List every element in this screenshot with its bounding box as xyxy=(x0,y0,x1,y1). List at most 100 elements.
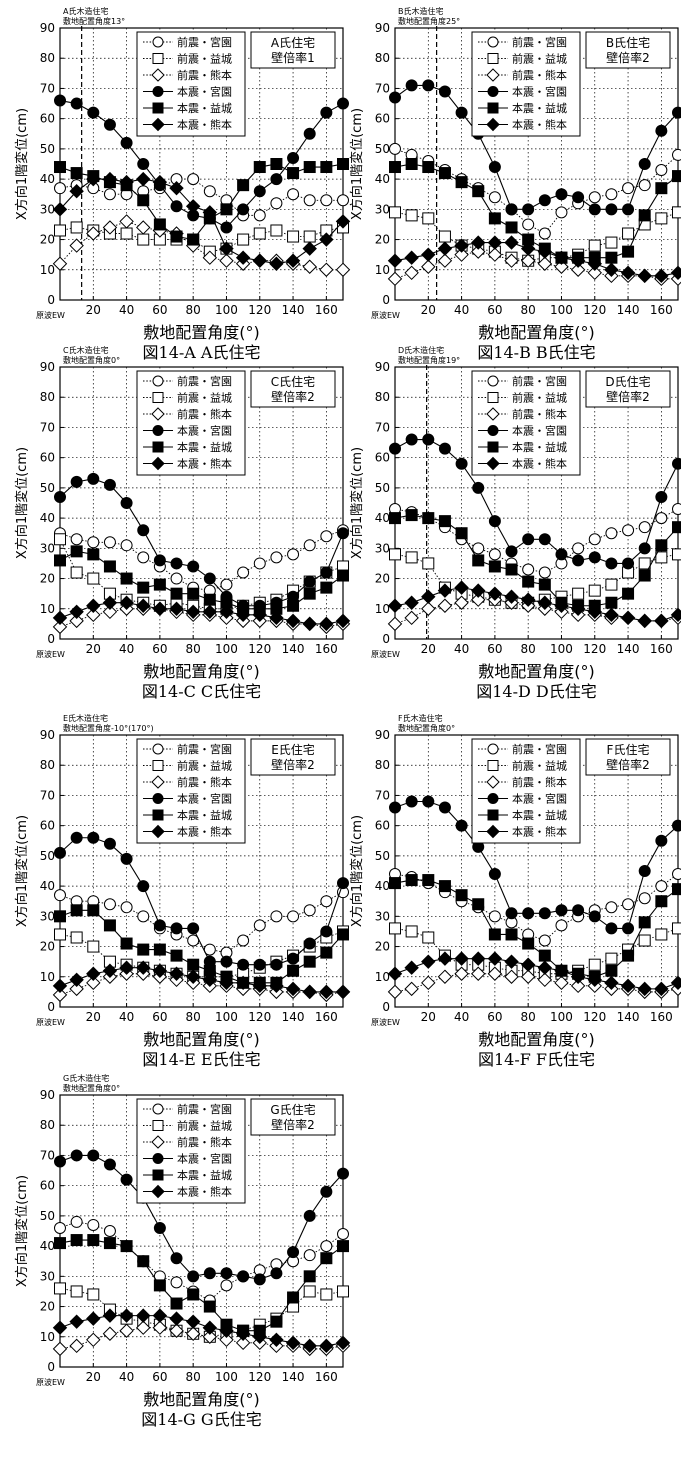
data-point xyxy=(137,943,150,956)
data-point xyxy=(169,180,184,196)
legend-label: 前震・益城 xyxy=(512,391,567,405)
series-1 xyxy=(54,524,349,597)
data-point xyxy=(387,966,403,981)
x-tick-label: 120 xyxy=(583,1010,606,1024)
series-line xyxy=(59,602,344,625)
data-point xyxy=(405,874,418,887)
data-point xyxy=(253,557,266,570)
x-tick-label: 160 xyxy=(650,1010,673,1024)
data-point xyxy=(303,127,316,140)
data-point xyxy=(287,964,300,977)
data-point xyxy=(219,253,234,268)
data-point xyxy=(337,928,349,941)
data-point xyxy=(654,268,669,284)
data-point xyxy=(620,978,636,994)
x-tick-label: 160 xyxy=(650,303,673,317)
data-point xyxy=(537,244,553,259)
x-tick-label: 100 xyxy=(215,303,238,317)
data-point xyxy=(70,1215,83,1228)
data-point xyxy=(87,472,100,485)
legend-label: 本震・益城 xyxy=(512,808,567,822)
data-point xyxy=(187,173,200,186)
data-point xyxy=(572,587,585,600)
data-point xyxy=(505,928,518,941)
data-point xyxy=(153,919,166,932)
data-point xyxy=(202,972,218,988)
data-point xyxy=(287,1246,300,1259)
data-point xyxy=(520,253,536,268)
legend-label: 前震・熊本 xyxy=(177,68,232,82)
data-point xyxy=(438,85,451,98)
x-tick-label: 60 xyxy=(152,303,167,317)
y-tick-label: 80 xyxy=(375,51,390,65)
data-point xyxy=(455,457,468,470)
data-point xyxy=(422,795,435,808)
legend-label: 本震・熊本 xyxy=(177,1185,232,1199)
data-point xyxy=(187,922,200,935)
data-point xyxy=(537,960,553,975)
data-point xyxy=(70,1234,83,1247)
data-point xyxy=(202,250,218,265)
y-tick-label: 0 xyxy=(382,1000,390,1014)
data-point xyxy=(622,245,635,258)
series-5 xyxy=(54,904,349,989)
data-point xyxy=(638,865,651,877)
data-point xyxy=(672,883,681,896)
y-tick-label: 10 xyxy=(375,970,390,984)
legend-label: 前震・熊本 xyxy=(512,407,567,421)
house-name: F氏住宅 xyxy=(607,742,650,757)
legend-title-box xyxy=(585,370,671,408)
legend-marker xyxy=(486,68,500,82)
data-point xyxy=(438,442,451,455)
data-point xyxy=(187,233,200,246)
annotation-house: D氏木造住宅 xyxy=(398,345,444,355)
data-point xyxy=(337,877,349,890)
x-tick-label: 60 xyxy=(152,642,167,656)
legend-label: 本震・宮園 xyxy=(177,424,232,438)
data-point xyxy=(54,224,66,237)
x-tick-label: 100 xyxy=(550,303,573,317)
data-point xyxy=(604,975,619,991)
data-point xyxy=(472,554,485,567)
legend-marker xyxy=(487,102,499,114)
x-tick-label: 40 xyxy=(119,303,134,317)
y-tick-label: 10 xyxy=(40,602,55,616)
legend-label: 前震・熊本 xyxy=(177,775,232,789)
data-point xyxy=(520,957,536,972)
y-tick-label: 60 xyxy=(375,451,390,465)
data-point xyxy=(303,1285,316,1298)
legend-label: 前震・益城 xyxy=(177,1119,232,1133)
x-tick-label: 80 xyxy=(186,642,201,656)
data-point xyxy=(270,1267,283,1280)
annotation-house: E氏木造住宅 xyxy=(63,713,108,723)
data-point xyxy=(54,182,66,195)
x-axis-title: 敷地配置角度(°) xyxy=(478,323,595,342)
data-point xyxy=(504,589,519,604)
data-point xyxy=(170,1252,183,1265)
data-point xyxy=(488,868,501,881)
data-point xyxy=(537,595,553,610)
y-tick-label: 70 xyxy=(375,81,390,95)
source-label: 原波EW xyxy=(371,310,400,320)
data-point xyxy=(488,928,501,941)
y-tick-label: 40 xyxy=(375,879,390,893)
series-line xyxy=(59,227,344,253)
data-point xyxy=(438,515,451,528)
annotation-angle: 敷地配置角度-10°(170°) xyxy=(63,723,154,733)
data-point xyxy=(472,185,485,198)
data-point xyxy=(672,521,681,534)
legend-label: 本震・益城 xyxy=(512,101,567,115)
data-point xyxy=(87,1288,100,1301)
x-tick-label: 80 xyxy=(186,1010,201,1024)
data-point xyxy=(252,253,267,268)
legend-title-box xyxy=(250,370,336,408)
legend-marker xyxy=(151,775,165,789)
annotation-house: B氏木造住宅 xyxy=(398,6,444,16)
data-point xyxy=(570,978,586,994)
data-point xyxy=(70,545,83,558)
y-axis-title: X方向1階変位(cm) xyxy=(349,447,365,559)
data-point xyxy=(203,593,216,606)
data-point xyxy=(654,981,669,997)
